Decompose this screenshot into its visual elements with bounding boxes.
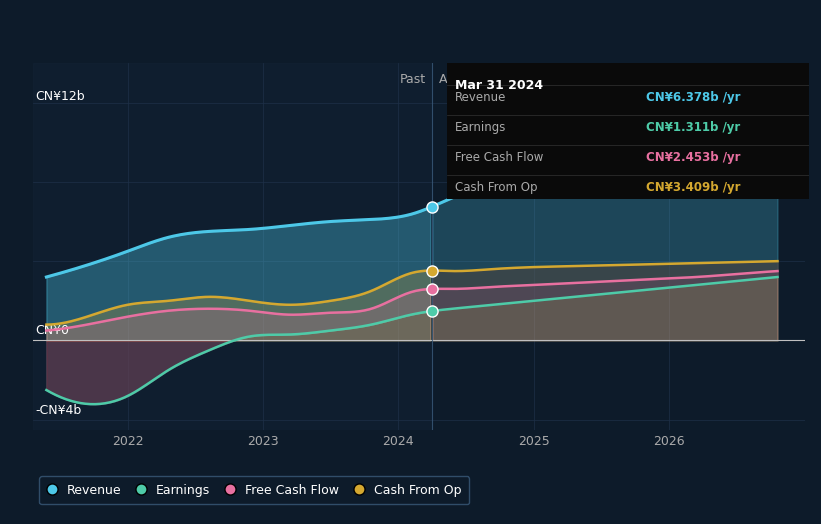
Text: Cash From Op: Cash From Op [455,181,537,194]
Text: CN¥1.311b /yr: CN¥1.311b /yr [646,121,741,134]
Text: CN¥2.453b /yr: CN¥2.453b /yr [646,151,741,163]
Text: Mar 31 2024: Mar 31 2024 [455,79,543,92]
Text: CN¥6.378b /yr: CN¥6.378b /yr [646,91,741,104]
Text: CN¥0: CN¥0 [35,324,70,337]
Text: Earnings: Earnings [455,121,506,134]
Text: CN¥3.409b /yr: CN¥3.409b /yr [646,181,741,194]
Text: Free Cash Flow: Free Cash Flow [455,151,543,163]
Bar [33,63,432,430]
Text: -CN¥4b: -CN¥4b [35,404,82,417]
Text: Analysts Forecasts: Analysts Forecasts [439,73,555,86]
Text: CN¥12b: CN¥12b [35,90,85,103]
Text: Revenue: Revenue [455,91,506,104]
Text: Past: Past [399,73,425,86]
Legend: Revenue, Earnings, Free Cash Flow, Cash From Op: Revenue, Earnings, Free Cash Flow, Cash … [39,476,470,504]
